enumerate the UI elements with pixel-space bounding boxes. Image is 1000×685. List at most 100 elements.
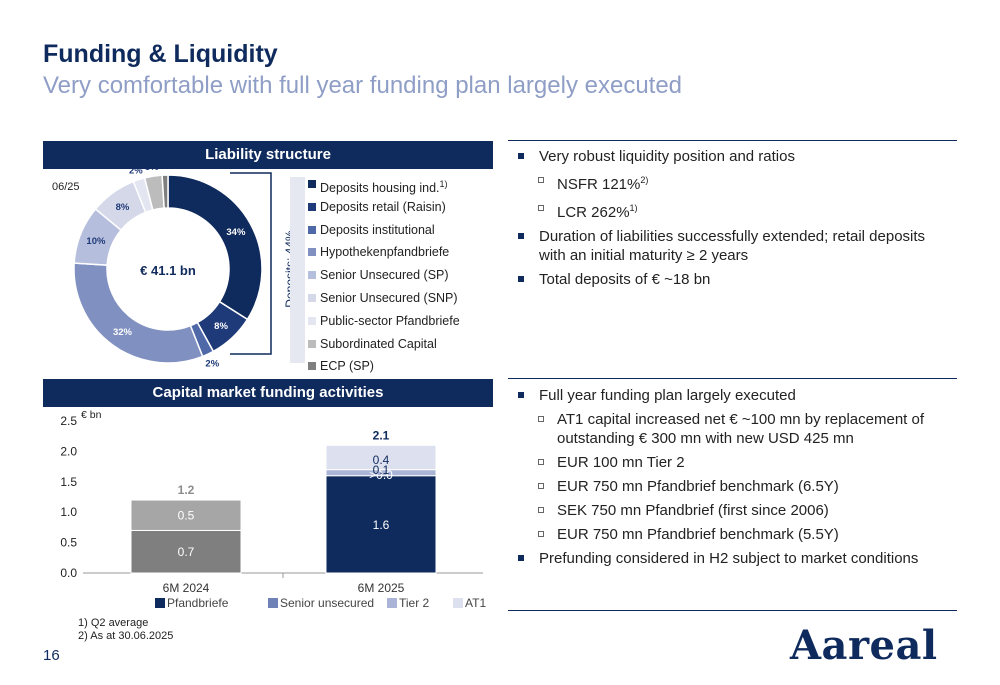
legend-item: Senior Unsecured (SNP): [308, 289, 460, 312]
legend-swatch: [308, 271, 316, 280]
company-logo: Aareal: [790, 622, 938, 669]
legend-item: Public-sector Pfandbriefe: [308, 312, 460, 335]
y-tick-label: 0.5: [60, 536, 77, 550]
capital-market-heading: Capital market funding activities: [43, 379, 493, 407]
legend-label: AT1: [465, 596, 486, 610]
legend-label: Hypothekenpfandbriefe: [320, 245, 450, 260]
legend-swatch: [308, 180, 316, 188]
footnote: 2) As at 30.06.2025: [78, 630, 174, 642]
pie-slice: [161, 174, 169, 209]
footnote-ref: 2): [640, 175, 649, 185]
bullet-item: EUR 750 mn Pfandbrief benchmark (5.5Y): [515, 525, 960, 544]
pie-value-label: 8%: [214, 321, 228, 332]
capital-funding-bar-chart: € bn 0.0 0.5 1.0 1.5 2.0 2.5 0.7 0.5 1.2 6M 2024 1…: [60, 409, 486, 610]
legend-label: Senior Unsecured (SNP): [320, 290, 458, 305]
legend-swatch: [308, 339, 316, 348]
legend-item: ECP (SP): [308, 357, 460, 380]
legend-item: Deposits institutional: [308, 221, 460, 244]
y-tick-label: 1.5: [60, 475, 77, 489]
bullet-item: Full year funding plan largely executed: [515, 386, 960, 405]
bullet-text: AT1 capital increased net € ~100 mn by r…: [557, 411, 925, 447]
donut-center-label: € 41.1 bn: [140, 263, 196, 278]
legend-item: Subordinated Capital: [308, 335, 460, 358]
legend-swatch: [453, 598, 463, 608]
pie-value-label: 1%: [158, 169, 172, 172]
x-category-label: 6M 2025: [358, 581, 405, 595]
legend-label: ECP (SP): [320, 359, 374, 374]
pie-value-label: 34%: [226, 227, 246, 238]
bullet-item: EUR 100 mn Tier 2: [515, 453, 960, 472]
pie-value-label: 32%: [113, 327, 133, 338]
bullet-text: EUR 750 mn Pfandbrief benchmark (6.5Y): [557, 478, 839, 495]
unit-label: € bn: [81, 409, 102, 421]
liability-donut-chart: 06/25 34%8%2%32%10%8%2%3%1% € 41.1 bn De…: [52, 169, 297, 369]
legend-label: Deposits retail (Raisin): [320, 199, 446, 214]
legend-swatch: [387, 598, 397, 608]
pie-value-label: 8%: [116, 202, 130, 213]
bar-segment: [325, 444, 437, 471]
legend-item: Deposits housing ind.1): [308, 175, 460, 198]
legend-label: Senior Unsecured (SP): [320, 268, 449, 283]
legend-label: Tier 2: [399, 596, 430, 610]
bullet-text: Full year funding plan largely executed: [539, 387, 796, 404]
bullet-text: Duration of liabilities successfully ext…: [539, 228, 926, 264]
deposits-bracket: [230, 172, 305, 363]
footnote: 1) Q2 average: [78, 617, 149, 629]
legend-swatch: [308, 225, 316, 234]
legend-label: Subordinated Capital: [320, 336, 437, 351]
bullet-text: Prefunding considered in H2 subject to m…: [539, 550, 919, 567]
bullet-item: NSFR 121%2): [515, 171, 955, 194]
pie-value-label: 2%: [129, 169, 143, 177]
bar-value-label: 0.5: [178, 509, 195, 523]
bullet-text: LCR 262%: [557, 204, 630, 221]
pie-value-label: 10%: [86, 236, 106, 247]
pie-value-label: 2%: [205, 359, 219, 369]
date-label: 06/25: [52, 181, 80, 193]
legend-label: Public-sector Pfandbriefe: [320, 313, 460, 328]
liquidity-bullets: Very robust liquidity position and ratio…: [515, 147, 955, 289]
bar-total-label: 1.2: [178, 483, 195, 497]
bar-value-label: 0.7: [178, 545, 195, 559]
liability-legend: Deposits housing ind.1) Deposits retail (…: [308, 175, 460, 380]
legend-item: Hypothekenpfandbriefe: [308, 243, 460, 266]
page-number: 16: [43, 647, 60, 664]
legend-label: Deposits housing ind.: [320, 181, 440, 196]
bullet-item: AT1 capital increased net € ~100 mn by r…: [515, 410, 960, 448]
legend-item: Deposits retail (Raisin): [308, 198, 460, 221]
bullet-text: Very robust liquidity position and ratio…: [539, 148, 795, 165]
legend-swatch: [308, 248, 316, 257]
bullet-item: SEK 750 mn Pfandbrief (first since 2006): [515, 501, 960, 520]
divider: [508, 610, 957, 611]
footnote-ref: 1): [629, 203, 638, 213]
divider: [508, 378, 957, 379]
bullet-item: EUR 750 mn Pfandbrief benchmark (6.5Y): [515, 477, 960, 496]
bullet-item: Duration of liabilities successfully ext…: [515, 227, 955, 265]
bracket-line: [230, 172, 272, 355]
legend-swatch: [308, 316, 316, 325]
legend-highlight: [290, 177, 305, 363]
pie-value-label: 3%: [145, 169, 159, 173]
x-category-label: 6M 2024: [163, 581, 210, 595]
bar-value-label: 1.6: [373, 518, 390, 532]
legend-item: Senior Unsecured (SP): [308, 266, 460, 289]
bullet-text: EUR 750 mn Pfandbrief benchmark (5.5Y): [557, 526, 839, 543]
legend-label: Senior unsecured: [280, 596, 374, 610]
bullet-item: Very robust liquidity position and ratio…: [515, 147, 955, 166]
bar-total-label: 2.1: [373, 428, 390, 442]
bar-segment: [130, 499, 242, 531]
legend-label: Deposits institutional: [320, 222, 435, 237]
y-tick-label: 1.0: [60, 505, 77, 519]
legend-label: Pfandbriefe: [167, 596, 229, 610]
page-title: Funding & Liquidity: [43, 40, 278, 68]
bar-segment: [325, 475, 437, 574]
footnotes: 1) Q2 average 2) As at 30.06.2025: [78, 617, 173, 643]
bullet-text: Total deposits of € ~18 bn: [539, 271, 711, 288]
legend-swatch: [155, 598, 165, 608]
legend-swatch: [308, 362, 316, 371]
legend-swatch: [308, 202, 316, 211]
y-tick-label: 2.0: [60, 444, 77, 458]
bar-value-label: 0.4: [373, 453, 390, 467]
bullet-item: Prefunding considered in H2 subject to m…: [515, 549, 960, 568]
bar-value-label: >0.0: [369, 468, 393, 482]
funding-bullets: Full year funding plan largely executed A…: [515, 386, 960, 568]
